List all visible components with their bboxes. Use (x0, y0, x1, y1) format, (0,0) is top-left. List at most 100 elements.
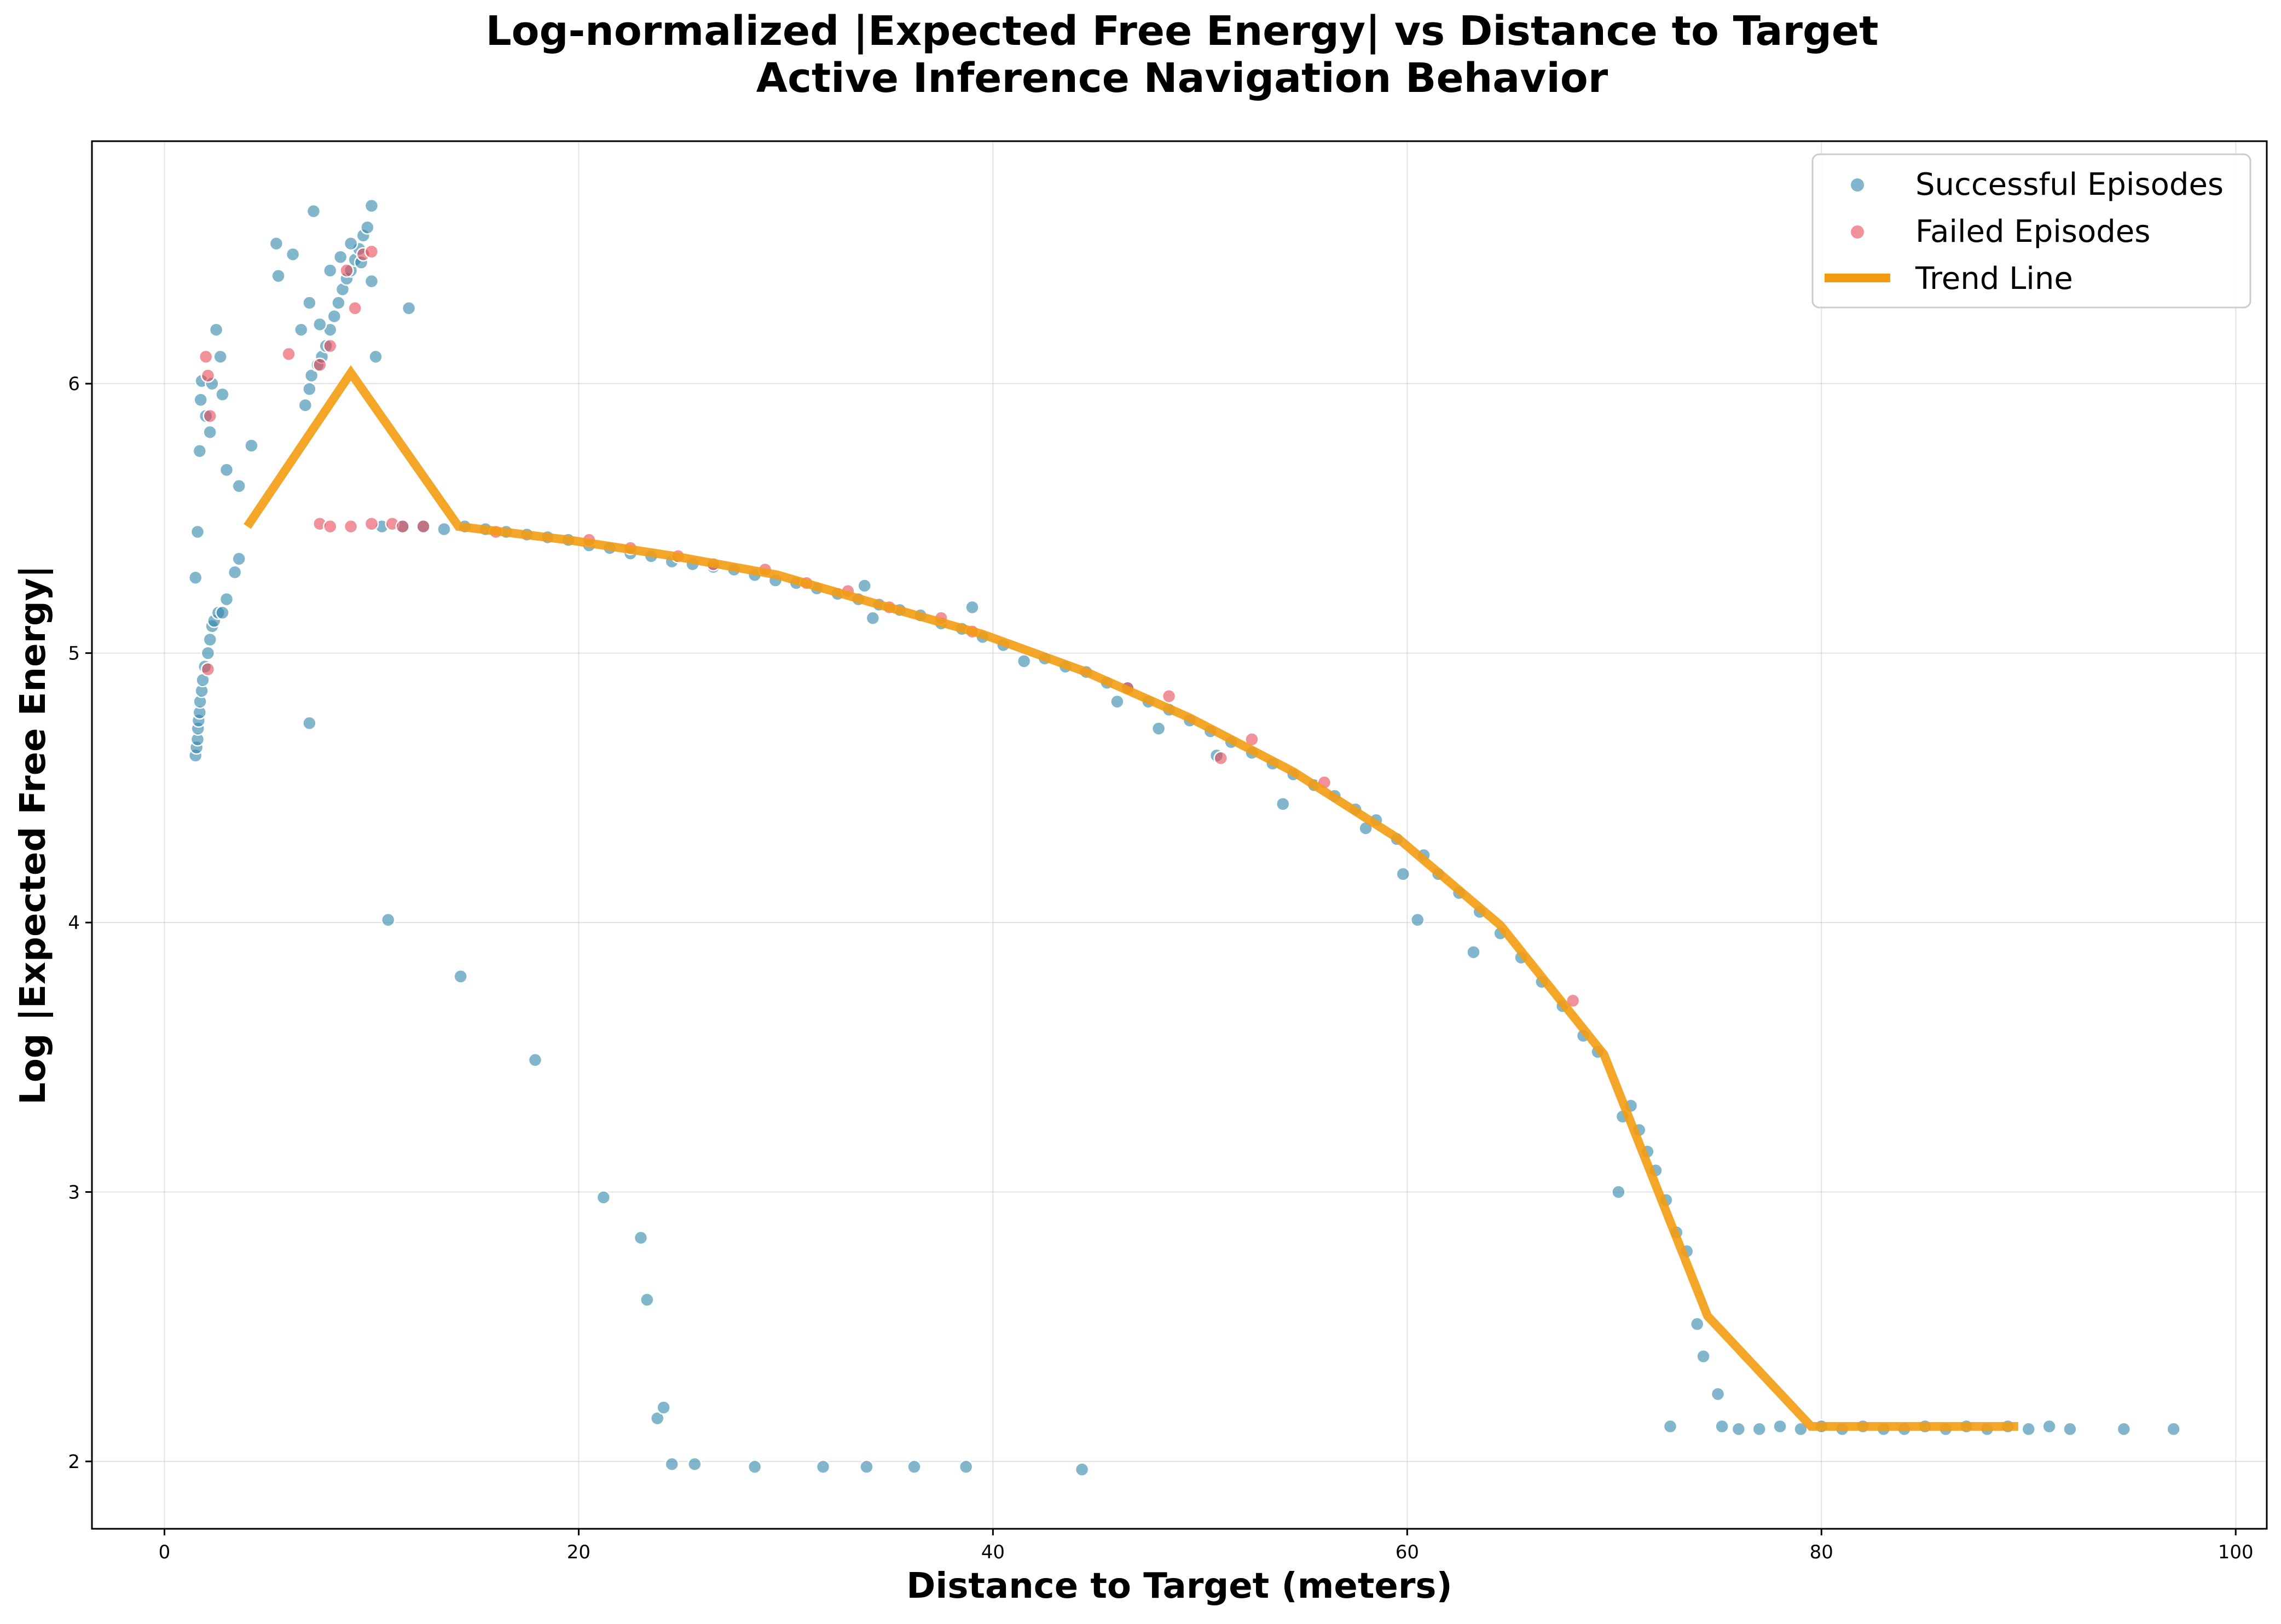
successful-episode-point (958, 1459, 974, 1474)
successful-episode-point (219, 591, 234, 607)
failed-episode-point (364, 244, 379, 259)
successful-episode-point (231, 479, 246, 494)
successful-episode-point (190, 524, 205, 540)
successful-episode-point (2063, 1422, 2077, 1437)
legend-marker-successful (1851, 178, 1864, 192)
successful-episode-point (1773, 1419, 1787, 1434)
successful-episode-point (294, 322, 309, 337)
legend-box (1811, 153, 2251, 309)
legend-marker-failed (1851, 225, 1864, 239)
successful-episode-point (188, 570, 203, 585)
x-axis-label: Distance to Target (meters) (906, 1566, 1452, 1606)
legend-label-failed: Failed Episodes (1915, 214, 2150, 250)
successful-episode-point (302, 381, 317, 397)
successful-episode-point (364, 198, 379, 213)
successful-episode-point (312, 317, 327, 332)
successful-episode-point (1074, 1462, 1090, 1477)
successful-episode-point (401, 301, 416, 316)
failed-episode-point (200, 368, 216, 383)
successful-episode-point (633, 1230, 649, 1245)
successful-episode-point (1731, 1422, 1746, 1437)
grid-lines (92, 141, 2267, 1529)
successful-episode-point (298, 398, 313, 413)
successful-episode-point (815, 1459, 831, 1474)
failed-episode-point (395, 519, 410, 534)
x-tick-label: 100 (2218, 1541, 2254, 1563)
legend-label-successful: Successful Episodes (1915, 167, 2224, 202)
successful-episode-point (2042, 1419, 2057, 1434)
successful-episode-point (437, 521, 451, 537)
successful-episode-point (368, 349, 383, 364)
successful-episode-point (271, 268, 286, 283)
successful-episode-point (747, 1459, 762, 1474)
legend-label-trend: Trend Line (1915, 261, 2073, 297)
successful-episode-point (213, 349, 228, 364)
successful-episode-point (1016, 654, 1032, 669)
successful-episode-point (306, 204, 321, 219)
failed-episode-point (200, 662, 216, 677)
successful-episode-point (1466, 944, 1481, 960)
y-axis-label: Log |Expected Free Energy| (13, 565, 54, 1105)
successful-episode-point (331, 295, 346, 310)
x-tick-label: 20 (567, 1541, 590, 1563)
successful-episode-point (650, 1411, 665, 1426)
legend: Successful Episodes Failed Episodes Tren… (1811, 153, 2251, 309)
successful-episode-point (656, 1400, 671, 1415)
failed-episode-point (281, 346, 296, 362)
y-tick-label: 6 (68, 373, 80, 395)
x-tick-label: 0 (159, 1541, 171, 1563)
trend-line-layer (244, 365, 2018, 1431)
successful-episode-point (285, 247, 300, 262)
successful-episode-point (1710, 1387, 1726, 1402)
successful-episode-point (1275, 797, 1290, 811)
successful-episode-point (1410, 912, 1425, 927)
successful-episode-point (364, 274, 379, 289)
successful-episode-point (302, 295, 317, 310)
successful-episode-point (380, 912, 396, 927)
y-tick-label: 5 (68, 643, 80, 665)
successful-episode-point (209, 322, 224, 337)
failed-episode-point (348, 301, 362, 316)
successful-episode-point (1793, 1422, 1808, 1437)
y-tick-label: 2 (68, 1451, 80, 1473)
failed-episode-point (364, 516, 379, 531)
successful-episode-point (302, 716, 317, 730)
successful-episode-point (333, 250, 348, 264)
successful-episode-point (1151, 721, 1166, 736)
failed-episode-point (322, 338, 338, 353)
successful-episode-point (2166, 1422, 2181, 1437)
successful-episode-point (1696, 1349, 1711, 1364)
y-tick-label: 3 (68, 1181, 80, 1203)
successful-episode-point (907, 1459, 922, 1474)
successful-episode-point (1611, 1185, 1626, 1199)
successful-episode-point (1689, 1316, 1705, 1332)
failed-episode-point (322, 519, 338, 534)
successful-episode-point (343, 236, 358, 251)
successful-episode-point (360, 220, 375, 235)
successful-episode-point (1752, 1422, 1767, 1437)
successful-episode-point (865, 611, 881, 625)
successful-episode-point (202, 425, 217, 440)
successful-episode-point (215, 605, 230, 620)
successful-episode-point (1110, 694, 1125, 709)
successful-episode-point (965, 600, 980, 615)
failed-episode-point (1161, 689, 1177, 704)
failed-episode-point (202, 409, 217, 424)
successful-episode-point (193, 392, 208, 407)
x-tick-label: 80 (1810, 1541, 1833, 1563)
x-tick-label: 40 (981, 1541, 1005, 1563)
successful-episode-point (528, 1052, 543, 1068)
trend-line (244, 365, 2018, 1431)
successful-episode-point (202, 632, 217, 647)
successful-episode-point (596, 1190, 611, 1205)
successful-episode-point (244, 438, 259, 453)
successful-episode-point (219, 462, 234, 478)
successful-episode-point (200, 646, 216, 660)
successful-episode-point (664, 1457, 679, 1472)
successful-episode-point (231, 552, 246, 566)
plot-area-frame (91, 140, 2268, 1530)
successful-episode-point (215, 387, 230, 402)
failed-episode-point (343, 519, 358, 534)
successful-episode-point (227, 565, 242, 580)
